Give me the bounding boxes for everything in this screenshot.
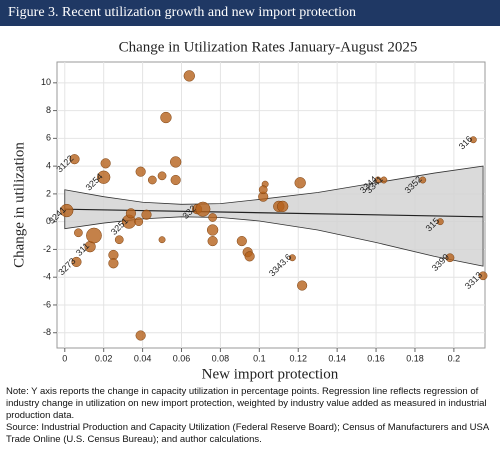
- bubble: [170, 156, 182, 168]
- chart-title: Change in Utilization Rates January-Augu…: [119, 39, 418, 55]
- notes: Note: Y axis reports the change in capac…: [6, 386, 494, 446]
- x-tick-label: 0.16: [367, 353, 385, 363]
- x-tick-label: 0.1: [253, 353, 266, 363]
- bubble: [445, 253, 455, 263]
- y-tick-label: 8: [46, 105, 51, 115]
- bubble: [208, 213, 217, 222]
- bubble: [125, 208, 136, 219]
- bubble: [436, 218, 444, 226]
- bubble: [74, 228, 83, 238]
- bubble: [135, 330, 146, 341]
- bubble: [419, 176, 427, 184]
- y-tick-label: -4: [43, 272, 51, 282]
- bubble: [135, 166, 146, 177]
- bubble: [97, 170, 111, 184]
- bubble: [207, 236, 218, 247]
- bubble: [69, 154, 80, 165]
- bubble: [469, 136, 477, 144]
- bubble: [183, 70, 195, 82]
- bubble: [108, 258, 119, 269]
- bubble: [297, 280, 308, 291]
- bubble: [147, 175, 157, 185]
- y-tick-label: -6: [43, 299, 51, 309]
- x-tick-label: 0.2: [448, 353, 461, 363]
- y-tick-label: 2: [46, 188, 51, 198]
- bubble: [277, 200, 289, 213]
- bubble: [86, 227, 102, 244]
- bubble: [258, 185, 268, 195]
- x-tick-label: 0.14: [328, 353, 346, 363]
- x-tick-label: 0.04: [134, 353, 152, 363]
- bubble: [294, 177, 306, 189]
- figure-header: Figure 3. Recent utilization growth and …: [0, 0, 500, 26]
- x-axis-label: New import protection: [202, 366, 339, 382]
- bubble: [114, 235, 124, 245]
- y-tick-label: -8: [43, 327, 51, 337]
- bubble: [380, 176, 388, 184]
- bubble: [71, 256, 82, 267]
- bubble: [157, 171, 167, 181]
- bubble: [206, 224, 219, 236]
- x-tick-label: 0.02: [95, 353, 113, 363]
- confidence-band: [64, 165, 484, 267]
- bubble: [60, 203, 74, 218]
- bubble: [141, 209, 152, 220]
- chart: Change in Utilization Rates January-Augu…: [11, 39, 488, 382]
- bubble: [478, 271, 488, 281]
- x-tick-label: 0: [62, 353, 67, 363]
- note-line: Note: Y axis reports the change in capac…: [6, 386, 487, 421]
- y-tick-label: 10: [41, 77, 51, 87]
- bubble: [195, 201, 211, 217]
- note-line: Source: Industrial Production and Capaci…: [6, 422, 489, 445]
- bubble: [236, 236, 247, 247]
- y-tick-label: 0: [46, 216, 51, 226]
- bubble: [288, 254, 296, 262]
- bubble: [134, 217, 144, 227]
- bubble: [244, 251, 255, 262]
- bubble: [100, 158, 111, 169]
- y-tick-label: 6: [46, 133, 51, 143]
- x-tick-label: 0.08: [212, 353, 230, 363]
- bubble: [160, 111, 172, 124]
- y-axis-label: Change in utilization: [11, 142, 27, 268]
- y-tick-label: 4: [46, 161, 51, 171]
- bubble: [158, 236, 166, 244]
- bubble: [170, 174, 181, 186]
- x-tick-label: 0.06: [173, 353, 191, 363]
- x-tick-label: 0.18: [406, 353, 424, 363]
- x-tick-label: 0.12: [289, 353, 307, 363]
- y-tick-label: -2: [43, 244, 51, 254]
